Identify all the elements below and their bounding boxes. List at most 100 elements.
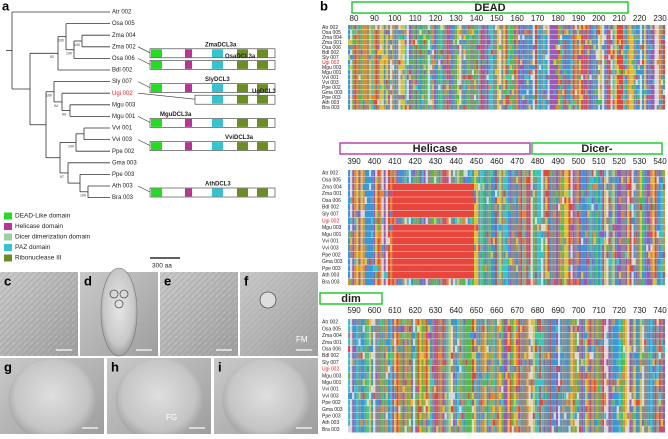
residue-run <box>396 326 398 332</box>
residue-run <box>436 326 438 332</box>
residue-run <box>636 65 638 70</box>
residue-run <box>510 218 512 224</box>
residue-run <box>558 85 560 90</box>
residue-run <box>579 40 581 45</box>
residue-run <box>535 252 537 258</box>
residue-run <box>398 346 400 352</box>
residue-run <box>566 45 570 50</box>
residue-run <box>590 224 592 230</box>
residue-run <box>644 70 646 75</box>
residue-run <box>365 258 367 264</box>
residue-run <box>541 45 543 50</box>
residue-run <box>636 60 638 65</box>
residue-run <box>537 25 539 30</box>
residue-run <box>449 332 451 338</box>
residue-run <box>356 332 358 338</box>
residue-run <box>384 279 386 285</box>
position-label: 170 <box>531 14 545 23</box>
residue-run <box>625 224 627 230</box>
residue-run <box>566 326 568 332</box>
residue-run <box>608 238 610 244</box>
residue-run <box>478 332 480 338</box>
residue-run <box>587 40 589 45</box>
residue-run <box>480 272 482 278</box>
residue-run <box>447 35 451 40</box>
residue-run <box>590 279 592 285</box>
residue-run <box>384 105 386 110</box>
residue-run <box>352 177 354 183</box>
residue-run <box>377 105 379 110</box>
residue-run <box>470 279 472 285</box>
residue-run <box>434 218 436 224</box>
residue-run <box>663 258 665 264</box>
residue-run <box>543 272 545 278</box>
residue-run <box>600 85 602 90</box>
residue-run <box>493 319 495 325</box>
residue-run <box>550 319 552 325</box>
residue-run <box>518 45 522 50</box>
residue-run <box>367 319 369 325</box>
residue-run <box>398 326 400 332</box>
residue-run <box>520 184 522 190</box>
residue-run <box>545 177 547 183</box>
residue-run <box>352 272 354 278</box>
residue-run <box>646 224 648 230</box>
residue-run <box>541 50 545 55</box>
residue-run <box>489 30 493 35</box>
residue-run <box>407 90 409 95</box>
residue-run <box>562 177 564 183</box>
residue-run <box>392 319 394 325</box>
residue-run <box>604 65 606 70</box>
residue-run <box>543 204 545 210</box>
residue-run <box>373 105 375 110</box>
residue-run <box>461 279 465 285</box>
residue-run <box>396 346 398 352</box>
residue-run <box>363 252 365 258</box>
residue-run <box>545 105 547 110</box>
domain-box <box>212 142 223 150</box>
residue-run <box>529 70 531 75</box>
position-label: 520 <box>613 157 627 166</box>
residue-run <box>545 80 547 85</box>
residue-run <box>583 279 587 285</box>
residue-run <box>644 252 646 258</box>
residue-run <box>409 40 411 45</box>
residue-run <box>596 245 598 251</box>
residue-run <box>629 332 631 338</box>
residue-run <box>386 190 388 196</box>
residue-run <box>577 218 579 224</box>
residue-run <box>449 326 451 332</box>
residue-run <box>482 326 484 332</box>
residue-run <box>579 238 581 244</box>
residue-run <box>361 75 363 80</box>
residue-run <box>422 346 424 352</box>
residue-run <box>541 265 543 271</box>
residue-run <box>497 238 499 244</box>
residue-run <box>390 65 394 70</box>
residue-run <box>594 265 596 271</box>
residue-run <box>663 252 665 258</box>
residue-run <box>453 326 455 332</box>
residue-run <box>375 65 377 70</box>
residue-run <box>562 100 564 105</box>
residue-run <box>558 252 560 258</box>
residue-run <box>598 238 600 244</box>
residue-run <box>455 95 459 100</box>
residue-run <box>550 245 552 251</box>
residue-run <box>640 258 642 264</box>
position-label: 600 <box>368 306 382 315</box>
residue-run <box>590 184 592 190</box>
residue-run <box>474 339 476 345</box>
residue-run <box>629 55 633 60</box>
residue-run <box>443 70 447 75</box>
residue-run <box>531 218 533 224</box>
residue-run <box>384 184 386 190</box>
residue-run <box>453 35 455 40</box>
residue-run <box>432 332 434 338</box>
residue-run <box>503 80 505 85</box>
position-label: 420 <box>409 157 423 166</box>
residue-run <box>604 218 606 224</box>
residue-run <box>466 319 472 325</box>
residue-run <box>550 65 558 70</box>
residue-run <box>489 197 491 203</box>
